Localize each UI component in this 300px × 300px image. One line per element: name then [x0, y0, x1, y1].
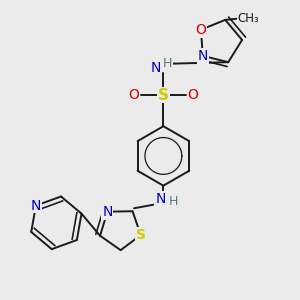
Text: N: N — [102, 205, 112, 219]
Text: N: N — [151, 61, 161, 75]
Text: O: O — [188, 88, 199, 102]
Text: CH₃: CH₃ — [237, 12, 259, 25]
Text: S: S — [136, 228, 146, 242]
Text: S: S — [158, 88, 169, 103]
Text: N: N — [198, 49, 208, 63]
Text: N: N — [155, 192, 166, 206]
Text: O: O — [196, 23, 206, 37]
Text: O: O — [128, 88, 139, 102]
Text: N: N — [31, 199, 41, 213]
Text: H: H — [163, 57, 172, 70]
Text: H: H — [169, 195, 178, 208]
